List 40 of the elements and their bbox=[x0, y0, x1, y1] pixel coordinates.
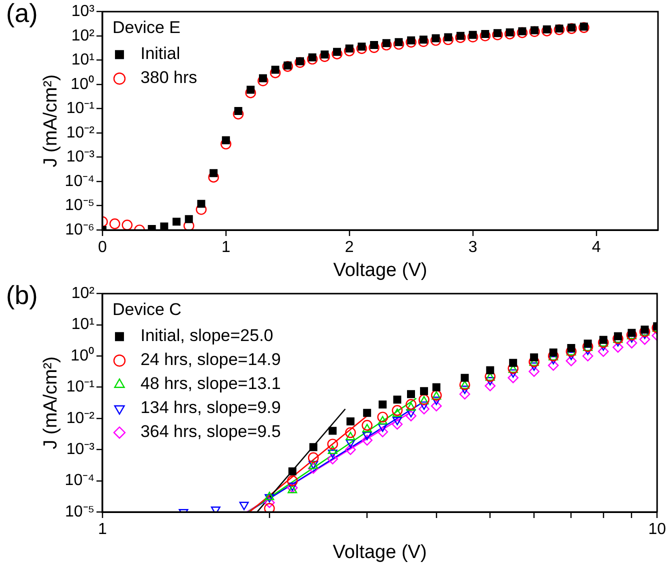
y-tick-label: 10⁻¹ bbox=[66, 378, 94, 396]
x-tick-label: 10 bbox=[648, 521, 666, 538]
y-tick-label: 10⁻⁶ bbox=[65, 221, 94, 238]
legend-label: 364 hrs, slope=9.5 bbox=[140, 422, 281, 441]
legend-label: 134 hrs, slope=9.9 bbox=[140, 398, 281, 417]
y-tick-label: 10⁻⁴ bbox=[64, 472, 95, 490]
y-tick-label: 10⁻⁵ bbox=[65, 197, 94, 214]
y-tick-label: 10⁻² bbox=[66, 124, 96, 142]
legend-title: Device E bbox=[112, 18, 181, 37]
y-tick-label: 10⁰ bbox=[70, 74, 94, 93]
x-tick-label: 2 bbox=[344, 239, 354, 256]
legend-label: Initial, slope=25.0 bbox=[140, 326, 274, 345]
y-tick-label: 10¹ bbox=[71, 316, 94, 334]
y-tick-label: 10² bbox=[71, 285, 96, 302]
text: (b) bbox=[6, 280, 38, 310]
y-tick-label: 10⁻³ bbox=[66, 441, 96, 458]
y-tick-label: 10⁰ bbox=[70, 346, 94, 364]
x-axis-title: Voltage (V) bbox=[333, 260, 428, 281]
y-tick-label: 10⁻³ bbox=[66, 148, 96, 166]
y-tick-label: 10⁻¹ bbox=[66, 100, 94, 118]
x-tick-label: 1 bbox=[221, 239, 230, 256]
x-tick-label: 1 bbox=[98, 521, 108, 538]
x-tick-label: 0 bbox=[98, 239, 108, 256]
y-tick-label: 10¹ bbox=[71, 52, 94, 69]
y-tick-label: 10³ bbox=[71, 3, 96, 20]
legend-label: 48 hrs, slope=13.1 bbox=[140, 374, 281, 393]
y-tick-label: 10⁻² bbox=[66, 410, 96, 427]
x-tick-label: 3 bbox=[468, 239, 478, 256]
legend-title: Device C bbox=[112, 300, 182, 319]
text: (a) bbox=[6, 0, 38, 28]
y-tick-label: 10⁻⁴ bbox=[64, 172, 95, 190]
x-axis-title: Voltage (V) bbox=[332, 542, 427, 563]
legend-label: 380 hrs bbox=[140, 68, 198, 87]
legend-label: 24 hrs, slope=14.9 bbox=[140, 350, 281, 369]
y-tick-label: 10⁻⁵ bbox=[65, 503, 94, 520]
y-axis-title: J (mA/cm²) bbox=[40, 74, 62, 168]
y-axis-title: J (mA/cm²) bbox=[40, 356, 62, 450]
y-tick-label: 10² bbox=[71, 27, 96, 44]
legend-label: Initial bbox=[140, 44, 180, 63]
x-tick-label: 4 bbox=[592, 239, 601, 256]
